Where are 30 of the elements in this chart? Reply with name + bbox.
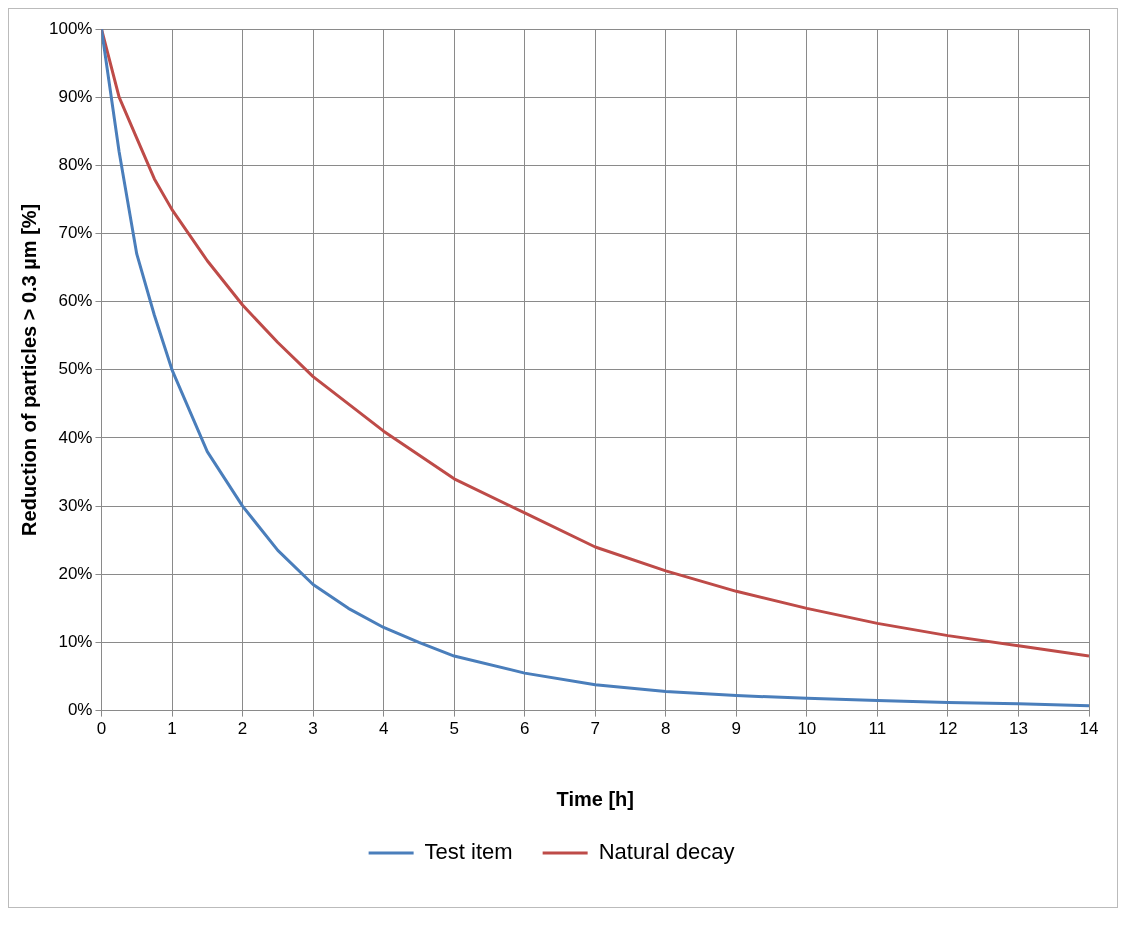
x-tick-label: 8 [661, 719, 671, 739]
y-tick-label: 40% [58, 427, 93, 447]
x-tick-label: 14 [1079, 719, 1099, 739]
legend-label: Test item [424, 839, 513, 865]
y-tick-label: 0% [67, 700, 93, 720]
y-axis-title: Reduction of particles > 0.3 µm [%] [17, 203, 40, 536]
y-tick-label: 60% [58, 291, 93, 311]
y-tick-label: 80% [58, 155, 93, 175]
x-tick-label: 12 [938, 719, 958, 739]
x-tick-label: 3 [308, 719, 318, 739]
legend-label: Natural decay [598, 839, 735, 865]
x-tick-label: 13 [1009, 719, 1028, 739]
y-tick-label: 50% [58, 359, 93, 379]
y-tick-label: 30% [58, 495, 93, 515]
x-tick-label: 2 [237, 719, 248, 739]
x-tick-label: 11 [868, 719, 887, 739]
x-tick-label: 9 [731, 719, 742, 739]
y-tick-label: 90% [58, 86, 93, 106]
x-tick-label: 1 [167, 719, 177, 739]
y-tick-label: 100% [49, 18, 93, 38]
y-tick-label: 70% [58, 223, 93, 243]
x-tick-label: 7 [590, 719, 600, 739]
x-tick-label: 6 [519, 719, 530, 739]
x-tick-label: 10 [797, 719, 817, 739]
x-tick-label: 4 [378, 719, 389, 739]
x-tick-label: 5 [449, 719, 459, 739]
x-axis-title: Time [h] [556, 787, 634, 810]
y-tick-label: 10% [58, 632, 93, 652]
x-tick-label: 0 [96, 719, 107, 739]
y-tick-label: 20% [58, 563, 93, 583]
